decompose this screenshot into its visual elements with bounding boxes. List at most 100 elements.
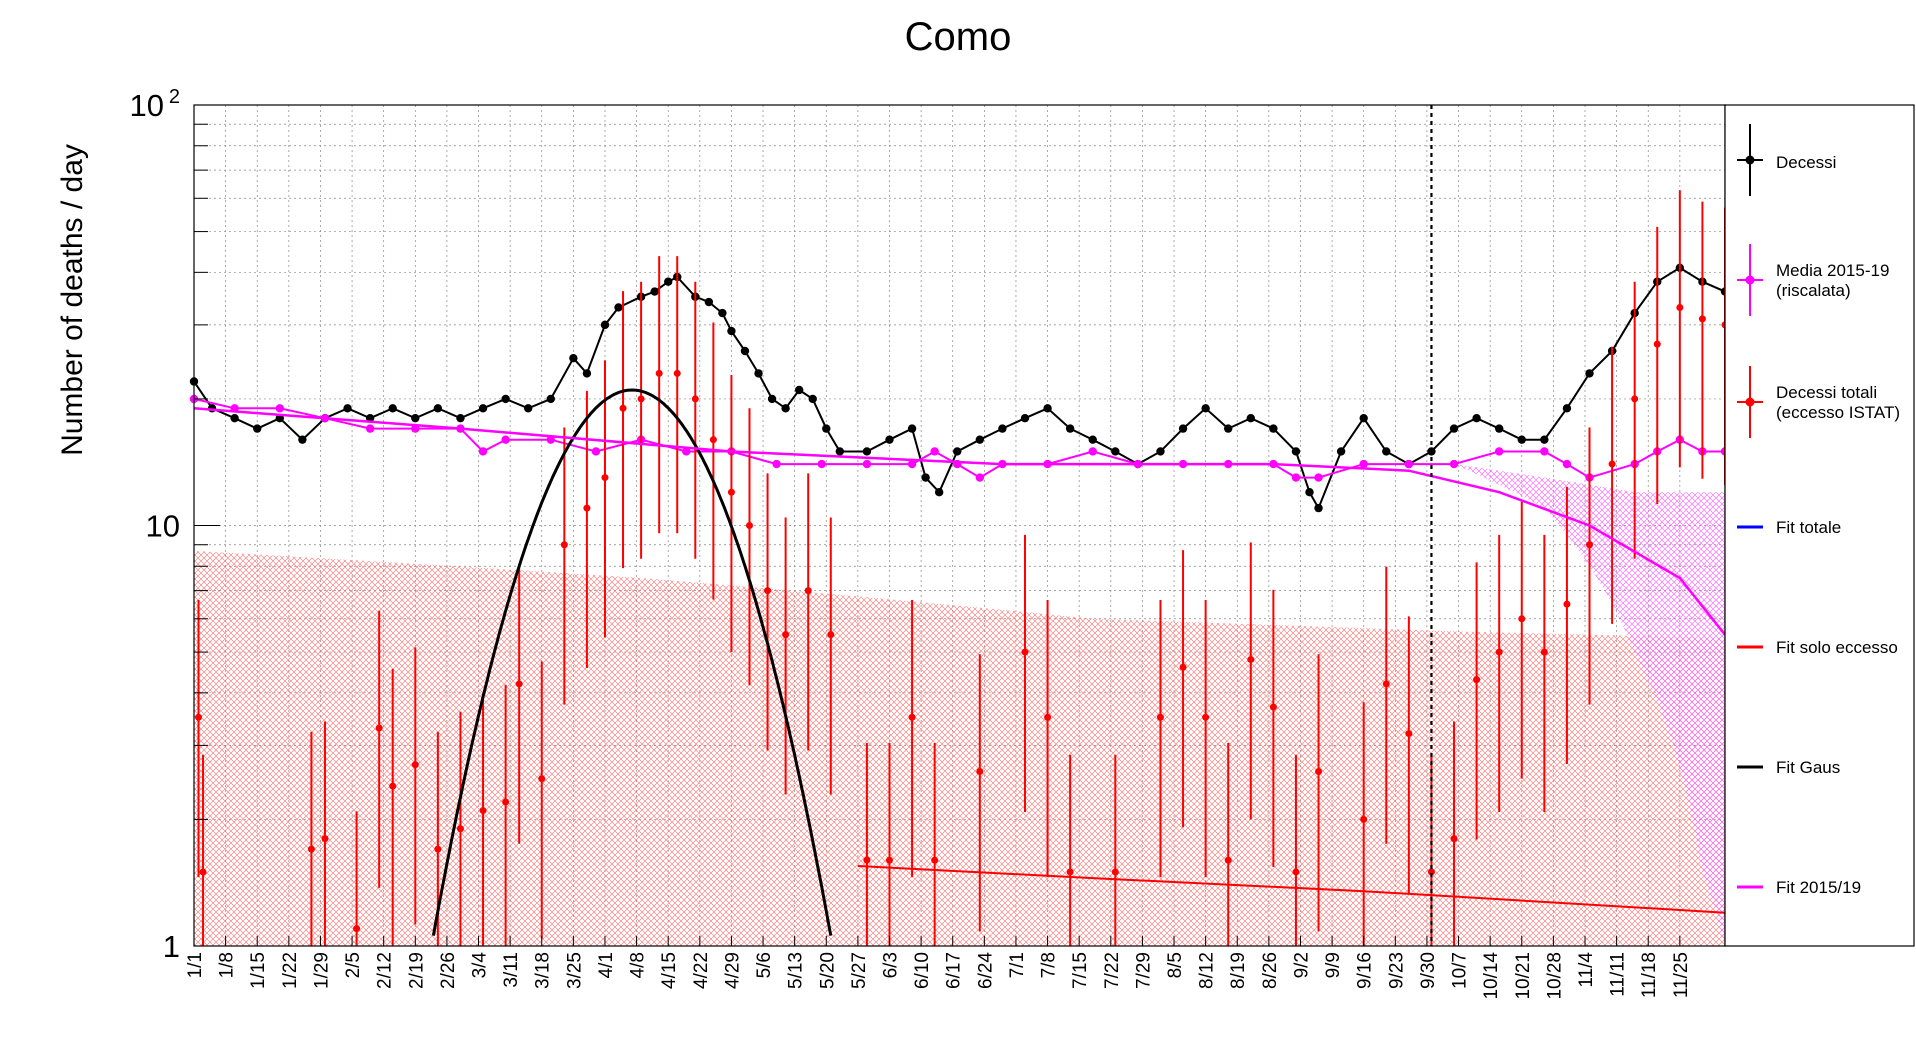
x-tick-label: 4/15 [659, 952, 680, 989]
x-tick-label: 3/18 [533, 952, 554, 989]
excess-point [908, 713, 916, 721]
y-axis-label: Number of deaths / day [56, 144, 89, 456]
excess-point [601, 474, 609, 482]
excess-point [709, 436, 717, 444]
excess-point [1021, 648, 1029, 656]
decessi-point [1305, 488, 1314, 497]
x-tick-label: 1/8 [217, 952, 238, 978]
decessi-point [664, 277, 673, 286]
x-tick-label: 11/11 [1608, 952, 1629, 997]
x-tick-label: 10/7 [1450, 952, 1471, 989]
legend-entry: Decessi [1737, 124, 1836, 196]
excess-point [1247, 656, 1255, 664]
decessi-point [794, 385, 804, 395]
excess-point [375, 724, 383, 732]
media-2015-19-point [501, 435, 510, 444]
x-tick-label: 4/22 [691, 952, 712, 989]
media-2015-19-point [1540, 447, 1549, 456]
x-tick-label: 9/9 [1323, 952, 1344, 978]
decessi-point [411, 413, 420, 423]
decessi-point [433, 404, 443, 413]
decessi-point [907, 424, 917, 433]
decessi-point [921, 473, 930, 482]
excess-point [560, 541, 568, 549]
excess-point [479, 807, 487, 815]
x-tick-label: 5/13 [786, 952, 807, 989]
excess-point [1269, 703, 1277, 711]
legend-label: Fit totale [1776, 518, 1841, 537]
decessi-point [808, 394, 817, 404]
decessi-point [998, 424, 1007, 433]
x-tick-label: 4/29 [722, 952, 743, 989]
x-tick-label: 7/8 [1039, 952, 1060, 978]
excess-point [1382, 680, 1390, 688]
series-layer [189, 190, 1730, 946]
media-2015-19-point [591, 447, 601, 456]
legend-marker [1745, 155, 1755, 165]
x-tick-label: 7/22 [1102, 952, 1123, 989]
fit-excess-curve [857, 865, 1726, 914]
x-tick-label: 6/10 [912, 952, 933, 989]
x-tick-label: 1/15 [248, 952, 269, 989]
excess-point [1044, 713, 1052, 721]
decessi-point [718, 308, 727, 318]
chart-title: Como [905, 15, 1012, 59]
excess-point [307, 845, 315, 853]
excess-point [764, 587, 772, 595]
media-2015-19-line [193, 397, 1725, 479]
excess-point [1631, 395, 1639, 403]
media-2015-19-point [862, 459, 872, 469]
x-tick-label: 3/11 [501, 952, 522, 988]
excess-point [1427, 868, 1435, 876]
x-tick-label: 5/20 [817, 952, 838, 989]
decessi-point [822, 424, 831, 433]
legend-label: Fit 2015/19 [1776, 878, 1861, 897]
x-tick-label: 2/12 [375, 952, 396, 989]
media-2015-19-point [1494, 447, 1504, 456]
x-tick-label: 1/22 [280, 952, 301, 989]
decessi-point [501, 394, 510, 404]
media-2015-19-point [365, 424, 375, 433]
decessi-point [1201, 404, 1210, 413]
excess-point [863, 856, 871, 864]
x-tick-label: 9/23 [1386, 952, 1407, 989]
excess-point [1292, 868, 1300, 876]
excess-point [1156, 713, 1164, 721]
decessi-point [1562, 404, 1572, 413]
x-tick-label: 4/1 [596, 952, 617, 978]
media-2015-19-point [1404, 459, 1414, 469]
x-tick-label: 11/18 [1639, 952, 1660, 998]
media-2015-19-point [1562, 459, 1572, 469]
excess-point [538, 775, 546, 783]
media-2015-19-point [817, 459, 826, 469]
y-tick-label: 10 [130, 88, 164, 123]
excess-point [655, 369, 663, 377]
legend-marker [1745, 397, 1755, 407]
legend-label: Fit Gaus [1776, 758, 1840, 777]
decessi-point [298, 435, 307, 444]
x-tick-label: 5/6 [754, 952, 775, 978]
fit-gaus-curve [431, 388, 833, 936]
excess-point [353, 925, 361, 933]
decessi-point [1540, 435, 1549, 444]
x-tick-label: 6/24 [975, 952, 996, 989]
excess-point [691, 395, 699, 403]
media-2015-19-point [907, 459, 917, 469]
excess-point [411, 761, 419, 769]
decessi-point [1269, 424, 1278, 433]
legend-entry: Fit solo eccesso [1737, 638, 1898, 657]
y-tick-label: 1 [163, 929, 180, 964]
decessi-point [862, 447, 872, 456]
decessi-point [524, 404, 533, 413]
legend-label: Media 2015-19 [1776, 261, 1889, 280]
excess-point [931, 856, 939, 864]
decessi-point [230, 413, 239, 423]
media-2015-19-point [682, 447, 691, 456]
excess-point [199, 868, 207, 876]
legend-label: Fit solo eccesso [1776, 638, 1898, 657]
decessi-point [1246, 413, 1255, 423]
excess-point [782, 631, 790, 639]
decessi-point [582, 369, 592, 378]
